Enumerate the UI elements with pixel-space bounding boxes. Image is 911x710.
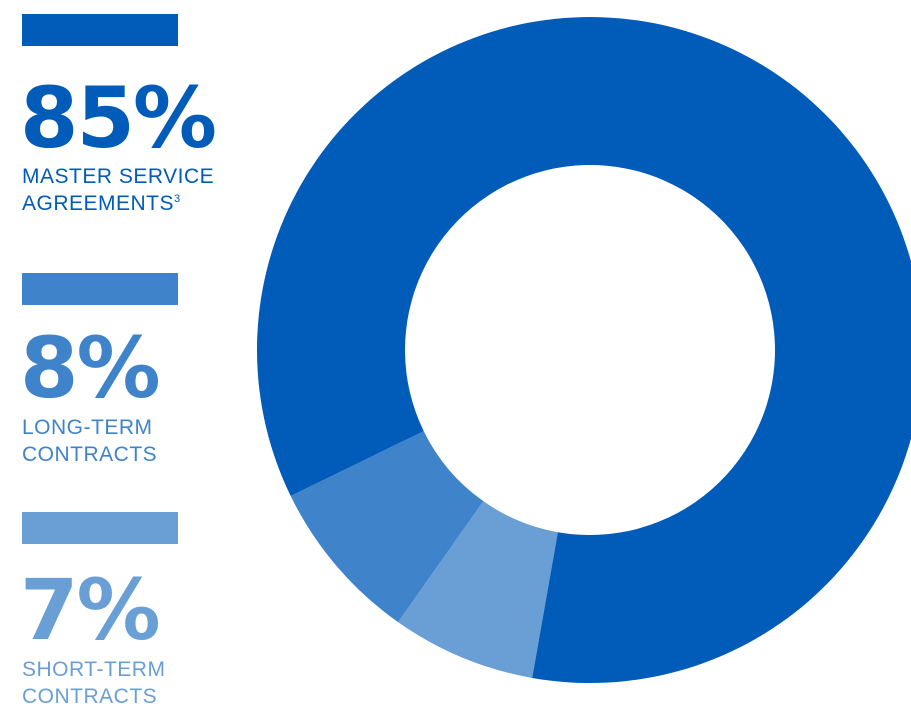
legend-swatch-short-term [22, 512, 178, 544]
label-master-service: MASTER SERVICE AGREEMENTS3 [22, 163, 214, 217]
legend-swatch-long-term [22, 273, 178, 305]
pct-long-term: 8% [20, 319, 161, 417]
label-long-term-line1: LONG-TERM [22, 416, 153, 439]
label-long-term-line2: CONTRACTS [22, 443, 158, 466]
footnote-marker: 3 [174, 193, 181, 205]
slice-master-service [257, 17, 911, 683]
pct-master-service: 85% [20, 69, 217, 167]
slice-short-term [398, 501, 558, 678]
label-short-term-line1: SHORT-TERM [22, 658, 166, 681]
label-short-term-line2: CONTRACTS [22, 685, 158, 708]
slice-long-term [290, 431, 484, 623]
pct-short-term: 7% [20, 561, 161, 659]
label-long-term: LONG-TERM CONTRACTS [22, 414, 157, 468]
label-master-service-line2: AGREEMENTS [22, 192, 175, 215]
label-master-service-line1: MASTER SERVICE [22, 165, 215, 188]
label-short-term: SHORT-TERM CONTRACTS [22, 656, 165, 710]
legend-swatch-master-service [22, 14, 178, 46]
